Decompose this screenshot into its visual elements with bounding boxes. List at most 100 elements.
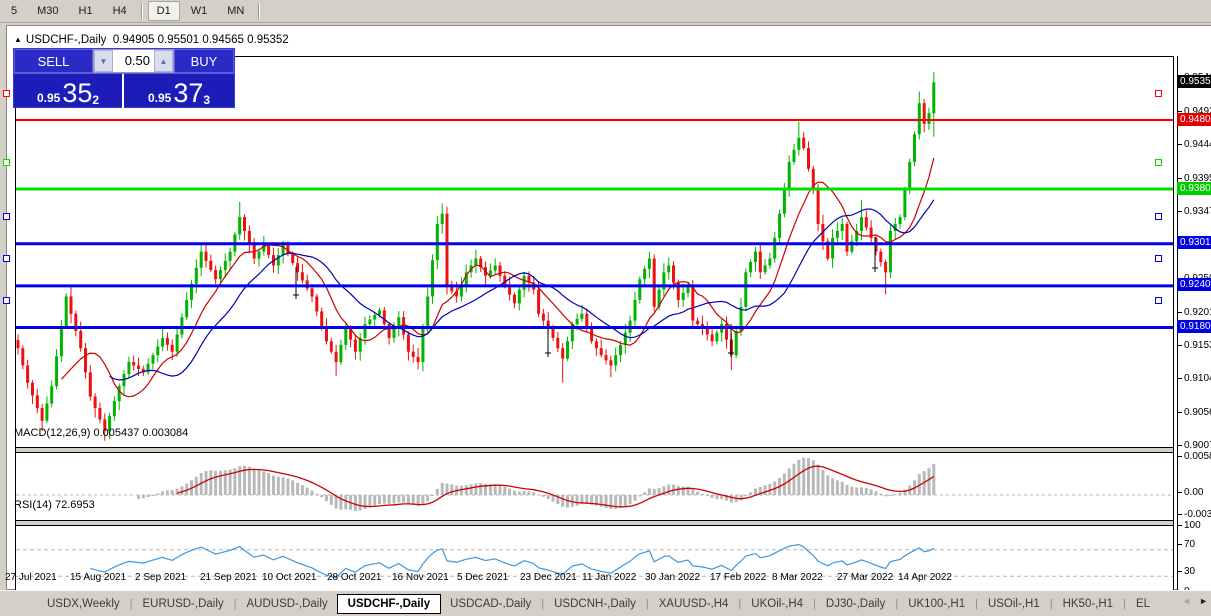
tab-scroll-arrows: ◄ ► xyxy=(1182,596,1208,606)
hline-anchor-handle[interactable] xyxy=(3,255,10,263)
tab-separator: | xyxy=(645,597,649,610)
chart-title: USDCHF-,Daily xyxy=(25,34,107,46)
date-axis-label: 27 Jul 2021 xyxy=(5,572,57,583)
buy-price-prefix: 0.95 xyxy=(147,91,172,105)
symbol-tab-hk50-h1[interactable]: HK50-,H1 xyxy=(1062,597,1114,610)
symbol-tab-eurusd-daily[interactable]: EURUSD-,Daily xyxy=(142,597,224,610)
price-axis-tick xyxy=(1178,378,1182,380)
buy-button[interactable]: BUY xyxy=(174,49,234,73)
timeframe-button-d1[interactable]: D1 xyxy=(147,1,180,21)
chart-header: ▲ USDCHF-,Daily 0.94905 0.95501 0.94565 0… xyxy=(14,34,289,46)
hline-anchor-handle[interactable] xyxy=(3,89,10,97)
timeframe-button-5[interactable]: 5 xyxy=(11,5,18,17)
price-axis[interactable]: 0.954100.949200.944400.939500.934700.929… xyxy=(1177,56,1211,597)
one-click-trading-panel: SELL ▼ 0.50 ▲ BUY 0.95 35 2 0.95 37 3 xyxy=(13,48,235,110)
indicator-axis-tick xyxy=(1178,455,1182,457)
price-pane[interactable] xyxy=(16,57,1173,447)
date-axis-label: 17 Feb 2022 xyxy=(710,572,767,583)
symbol-tab-dj30-daily[interactable]: DJ30-,Daily xyxy=(825,597,886,610)
date-axis-label: 15 Aug 2021 xyxy=(70,572,127,583)
chart-window: 0.954100.949200.944400.939500.934700.929… xyxy=(6,25,1211,599)
indicator-axis-tick-label: -0.003659 xyxy=(1184,508,1211,520)
timeframe-button-h4[interactable]: H4 xyxy=(112,5,127,17)
tab-separator: | xyxy=(233,597,237,610)
tab-scroll-left-icon[interactable]: ◄ xyxy=(1182,596,1192,606)
timeframe-button-w1[interactable]: W1 xyxy=(190,5,208,17)
macd-splitter[interactable] xyxy=(16,447,1173,453)
date-axis-label: 21 Sep 2021 xyxy=(200,572,257,583)
timeframe-button-h1[interactable]: H1 xyxy=(78,5,93,17)
price-axis-tick xyxy=(1178,110,1182,112)
tab-separator: | xyxy=(1123,597,1126,610)
hline-anchor-handle[interactable] xyxy=(1155,213,1162,221)
indicator-axis-tick xyxy=(1178,544,1182,546)
symbol-tab-ukoil-h4[interactable]: UKOil-,H4 xyxy=(751,597,804,610)
volume-decrease-icon[interactable]: ▼ xyxy=(94,50,113,72)
price-axis-tick xyxy=(1178,344,1182,346)
rsi-pane[interactable] xyxy=(16,526,1173,599)
symbol-tab-usdchf-daily[interactable]: USDCHF-,Daily xyxy=(336,593,442,614)
price-axis-tick xyxy=(1178,445,1182,447)
timeframe-button-m30[interactable]: M30 xyxy=(37,5,59,17)
rsi-splitter[interactable] xyxy=(16,520,1173,526)
price-axis-tick xyxy=(1178,311,1182,313)
indicator-axis-tick-label: 70 xyxy=(1184,539,1196,551)
date-axis-label: 30 Jan 2022 xyxy=(645,572,701,583)
symbol-tab-uk100-h1[interactable]: UK100-,H1 xyxy=(908,597,966,610)
symbol-tab-usoil-h1[interactable]: USOil-,H1 xyxy=(987,597,1040,610)
tab-separator: | xyxy=(129,597,133,610)
quote-ohlc-values: 0.94905 0.95501 0.94565 0.95352 xyxy=(112,34,289,46)
symbol-tab-el[interactable]: EL xyxy=(1135,597,1151,610)
price-level-badge: 0.92403 xyxy=(1177,278,1211,292)
price-axis-tick-label: 0.94920 xyxy=(1184,105,1211,117)
date-axis-label: 27 Mar 2022 xyxy=(837,572,894,583)
tab-scroll-right-icon[interactable]: ► xyxy=(1199,596,1208,606)
sell-button[interactable]: SELL xyxy=(14,49,93,73)
hline-anchor-handle[interactable] xyxy=(1155,297,1162,305)
tab-separator: | xyxy=(895,597,899,610)
hline-anchor-handle[interactable] xyxy=(1155,89,1162,97)
price-axis-tick-label: 0.90560 xyxy=(1184,406,1211,418)
price-axis-tick xyxy=(1178,277,1182,279)
date-axis-label: 14 Apr 2022 xyxy=(898,572,952,583)
collapse-chart-icon[interactable]: ▲ xyxy=(14,35,22,44)
price-axis-tick xyxy=(1178,210,1182,212)
indicator-axis-tick-label: 0.00 xyxy=(1184,486,1204,498)
toolbar-separator xyxy=(140,3,143,19)
symbol-tab-xauusd-h4[interactable]: XAUUSD-,H4 xyxy=(658,597,729,610)
symbol-tab-usdx-weekly[interactable]: USDX,Weekly xyxy=(47,597,120,610)
price-axis-tick-label: 0.90070 xyxy=(1184,440,1211,452)
macd-pane[interactable] xyxy=(16,453,1173,520)
hline-anchor-handle[interactable] xyxy=(1155,255,1162,263)
macd-label: MACD(12,26,9) 0.005437 0.003084 xyxy=(14,427,189,439)
indicator-axis-tick-label: 100 xyxy=(1184,519,1201,531)
rsi-label: RSI(14) 72.6953 xyxy=(14,499,95,511)
hline-anchor-handle[interactable] xyxy=(3,213,10,221)
price-level-badge: 0.93807 xyxy=(1177,181,1211,195)
hline-anchor-handle[interactable] xyxy=(3,158,10,166)
price-axis-tick-label: 0.91040 xyxy=(1184,373,1211,385)
hline-anchor-handle[interactable] xyxy=(1155,158,1162,166)
volume-stepper: ▼ 0.50 ▲ xyxy=(93,49,174,73)
date-axis-label: 28 Oct 2021 xyxy=(327,572,382,583)
volume-input[interactable]: 0.50 xyxy=(113,50,154,72)
buy-price[interactable]: 0.95 37 3 xyxy=(124,74,234,110)
tab-separator: | xyxy=(1049,597,1053,610)
price-axis-tick-label: 0.93950 xyxy=(1184,172,1211,184)
buy-price-pips: 37 xyxy=(173,78,204,108)
chart-plot-area[interactable] xyxy=(15,56,1174,599)
symbol-tab-usdcnh-daily[interactable]: USDCNH-,Daily xyxy=(554,597,636,610)
sell-price[interactable]: 0.95 35 2 xyxy=(14,74,124,110)
sell-price-prefix: 0.95 xyxy=(36,91,61,105)
timeframe-button-mn[interactable]: MN xyxy=(227,5,245,17)
date-axis-label: 5 Dec 2021 xyxy=(457,572,509,583)
hline-anchor-handle[interactable] xyxy=(3,297,10,305)
sell-price-point: 2 xyxy=(92,93,100,107)
symbol-tab-usdcad-daily[interactable]: USDCAD-,Daily xyxy=(450,597,532,610)
indicator-axis-tick xyxy=(1178,570,1182,572)
symbol-tab-audusd-daily[interactable]: AUDUSD-,Daily xyxy=(246,597,328,610)
date-axis-label: 23 Dec 2021 xyxy=(520,572,577,583)
volume-increase-icon[interactable]: ▲ xyxy=(154,50,173,72)
price-axis-tick xyxy=(1178,143,1182,145)
date-axis-label: 16 Nov 2021 xyxy=(392,572,449,583)
